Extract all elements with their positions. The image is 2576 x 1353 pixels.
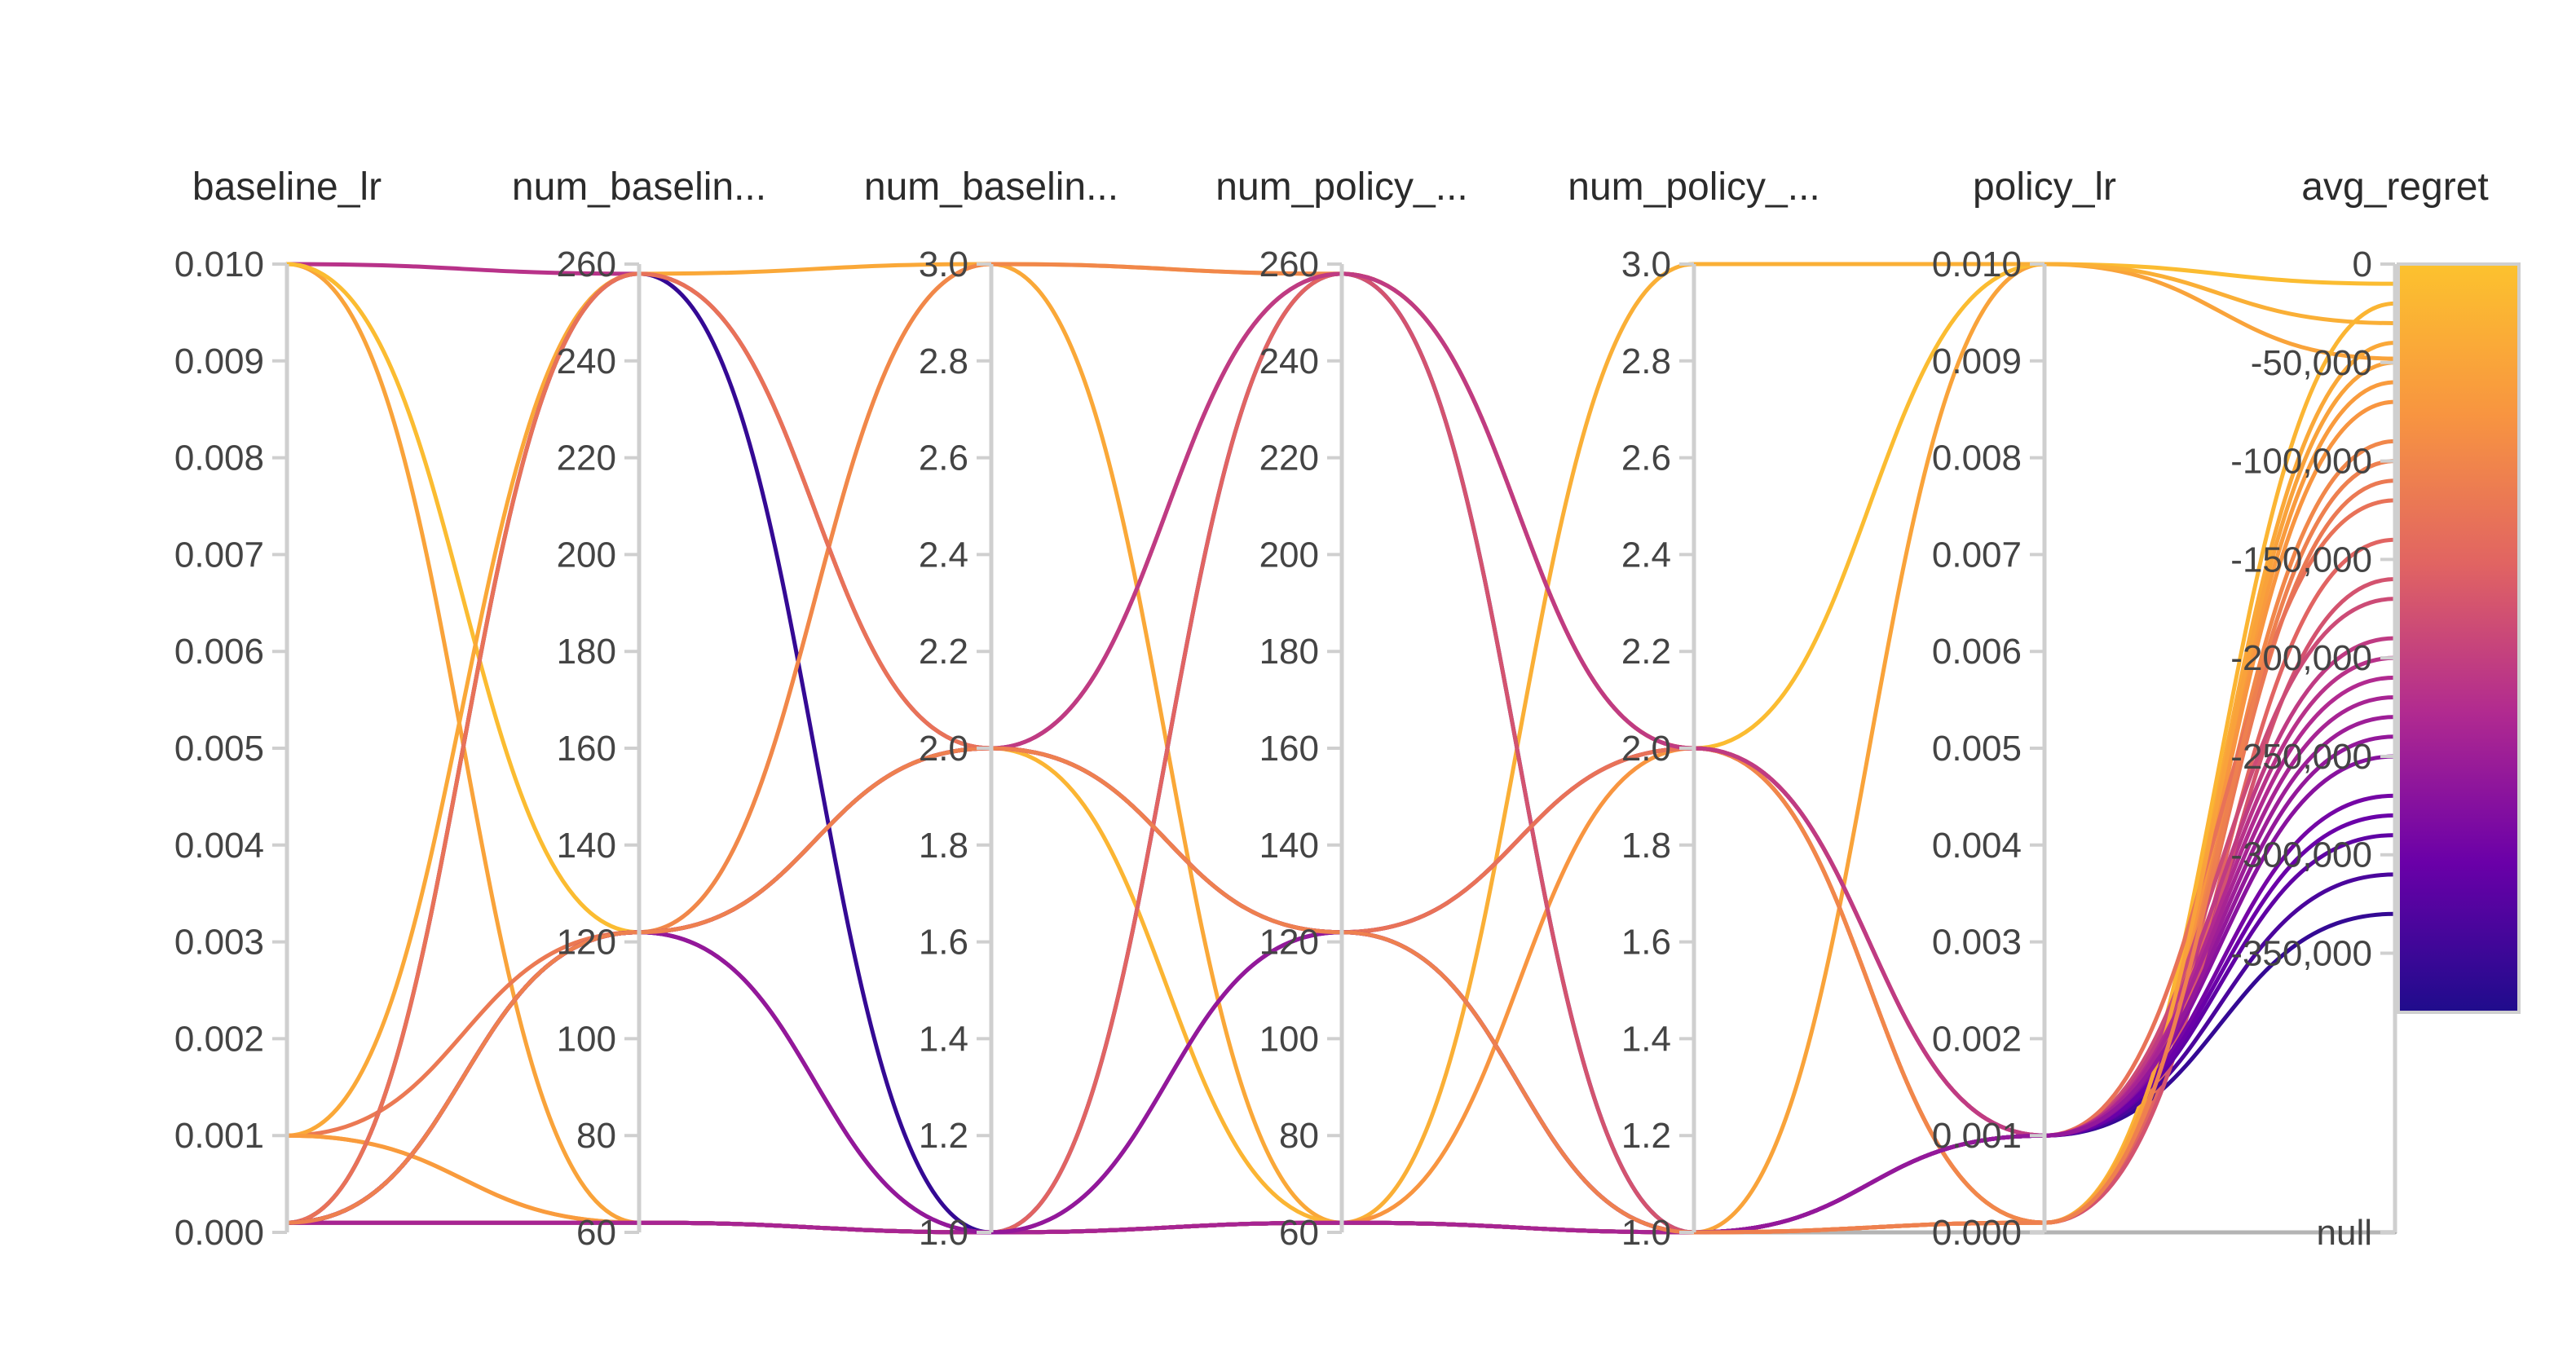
run-line [285,694,2397,1235]
tick-label: 3.0 [919,245,968,284]
tick-label: 0.008 [174,439,264,478]
axis-title[interactable]: avg_regret [2301,165,2488,209]
tick-label: 1.2 [1621,1116,1671,1156]
axis-title[interactable]: num_policy_... [1215,165,1468,209]
axis-title[interactable]: num_baselin... [864,165,1118,209]
tick-label: 1.6 [1621,923,1671,963]
tick-label: 2.2 [1621,632,1671,672]
tick-label: 100 [1259,1019,1319,1059]
tick-label: 2.0 [1621,729,1671,769]
tick-label: -100,000 [2230,442,2372,482]
tick-label: 2.6 [919,439,968,478]
tick-label: -250,000 [2230,737,2372,777]
tick-label: 1.4 [1621,1019,1671,1059]
tick-label: 0.006 [174,632,264,672]
tick-label: 0.000 [174,1213,264,1253]
tick-label: 200 [557,535,616,575]
tick-label: -50,000 [2251,343,2372,383]
tick-label: 0.009 [174,342,264,381]
tick-label: 180 [557,632,616,672]
tick-label: 1.8 [919,826,968,866]
tick-label: 240 [557,342,616,381]
axis-title[interactable]: num_baselin... [512,165,766,209]
axes: baseline_lr 0.010 0.009 0.008 0.007 0.006 0.00… [174,165,2489,1253]
tick-label: 160 [557,729,616,769]
null-label: null [2317,1213,2373,1253]
tick-label: 0.001 [1932,1116,2022,1156]
tick-label: 0.005 [1932,729,2022,769]
tick-label: 0.007 [1932,535,2022,575]
colorbar [2397,262,2521,1014]
tick-label: 2.4 [919,535,968,575]
tick-label: 0 [2353,245,2372,284]
tick-label: 100 [557,1019,616,1059]
tick-label: 2.6 [1621,439,1671,478]
tick-label: 240 [1259,342,1319,381]
tick-label: 1.2 [919,1116,968,1156]
tick-label: 180 [1259,632,1319,672]
tick-label: 0.009 [1932,342,2022,381]
tick-label: 2.8 [919,342,968,381]
tick-label: 220 [557,439,616,478]
tick-label: 120 [557,923,616,963]
tick-label: 0.007 [174,535,264,575]
tick-label: -200,000 [2230,638,2372,678]
tick-label: 260 [557,245,616,284]
tick-label: 1.6 [919,923,968,963]
tick-label: 0.004 [1932,826,2022,866]
tick-label: 1.4 [919,1019,968,1059]
tick-label: 0.000 [1932,1213,2022,1253]
axis-title[interactable]: baseline_lr [192,165,382,209]
tick-label: 0.005 [174,729,264,769]
tick-label: 0.004 [174,826,264,866]
tick-label: 220 [1259,439,1319,478]
tick-label: 80 [1279,1116,1319,1156]
axis-title[interactable]: policy_lr [1973,165,2116,209]
tick-label: 1.8 [1621,826,1671,866]
tick-label: 60 [1279,1213,1319,1253]
tick-label: 1.0 [919,1213,968,1253]
colorbar-gradient [2397,262,2521,1014]
tick-label: 0.003 [1932,923,2022,963]
tick-label: 0.006 [1932,632,2022,672]
axis-title[interactable]: num_policy_... [1568,165,1820,209]
tick-label: 0.010 [1932,245,2022,284]
tick-label: 60 [576,1213,616,1253]
tick-label: -150,000 [2230,540,2372,580]
tick-label: 2.2 [919,632,968,672]
tick-label: 80 [576,1116,616,1156]
tick-label: 200 [1259,535,1319,575]
tick-label: 140 [557,826,616,866]
tick-label: 3.0 [1621,245,1671,284]
tick-label: 260 [1259,245,1319,284]
tick-label: -350,000 [2230,934,2372,974]
tick-label: 0.010 [174,245,264,284]
tick-label: 160 [1259,729,1319,769]
tick-label: 0.008 [1932,439,2022,478]
tick-label: 140 [1259,826,1319,866]
tick-label: 2.0 [919,729,968,769]
tick-label: 2.8 [1621,342,1671,381]
tick-label: 0.003 [174,923,264,963]
tick-label: 2.4 [1621,535,1671,575]
tick-label: 0.002 [1932,1019,2022,1059]
tick-label: 0.001 [174,1116,264,1156]
tick-label: 1.0 [1621,1213,1671,1253]
tick-label: 0.002 [174,1019,264,1059]
tick-label: 120 [1259,923,1319,963]
tick-label: -300,000 [2230,835,2372,875]
